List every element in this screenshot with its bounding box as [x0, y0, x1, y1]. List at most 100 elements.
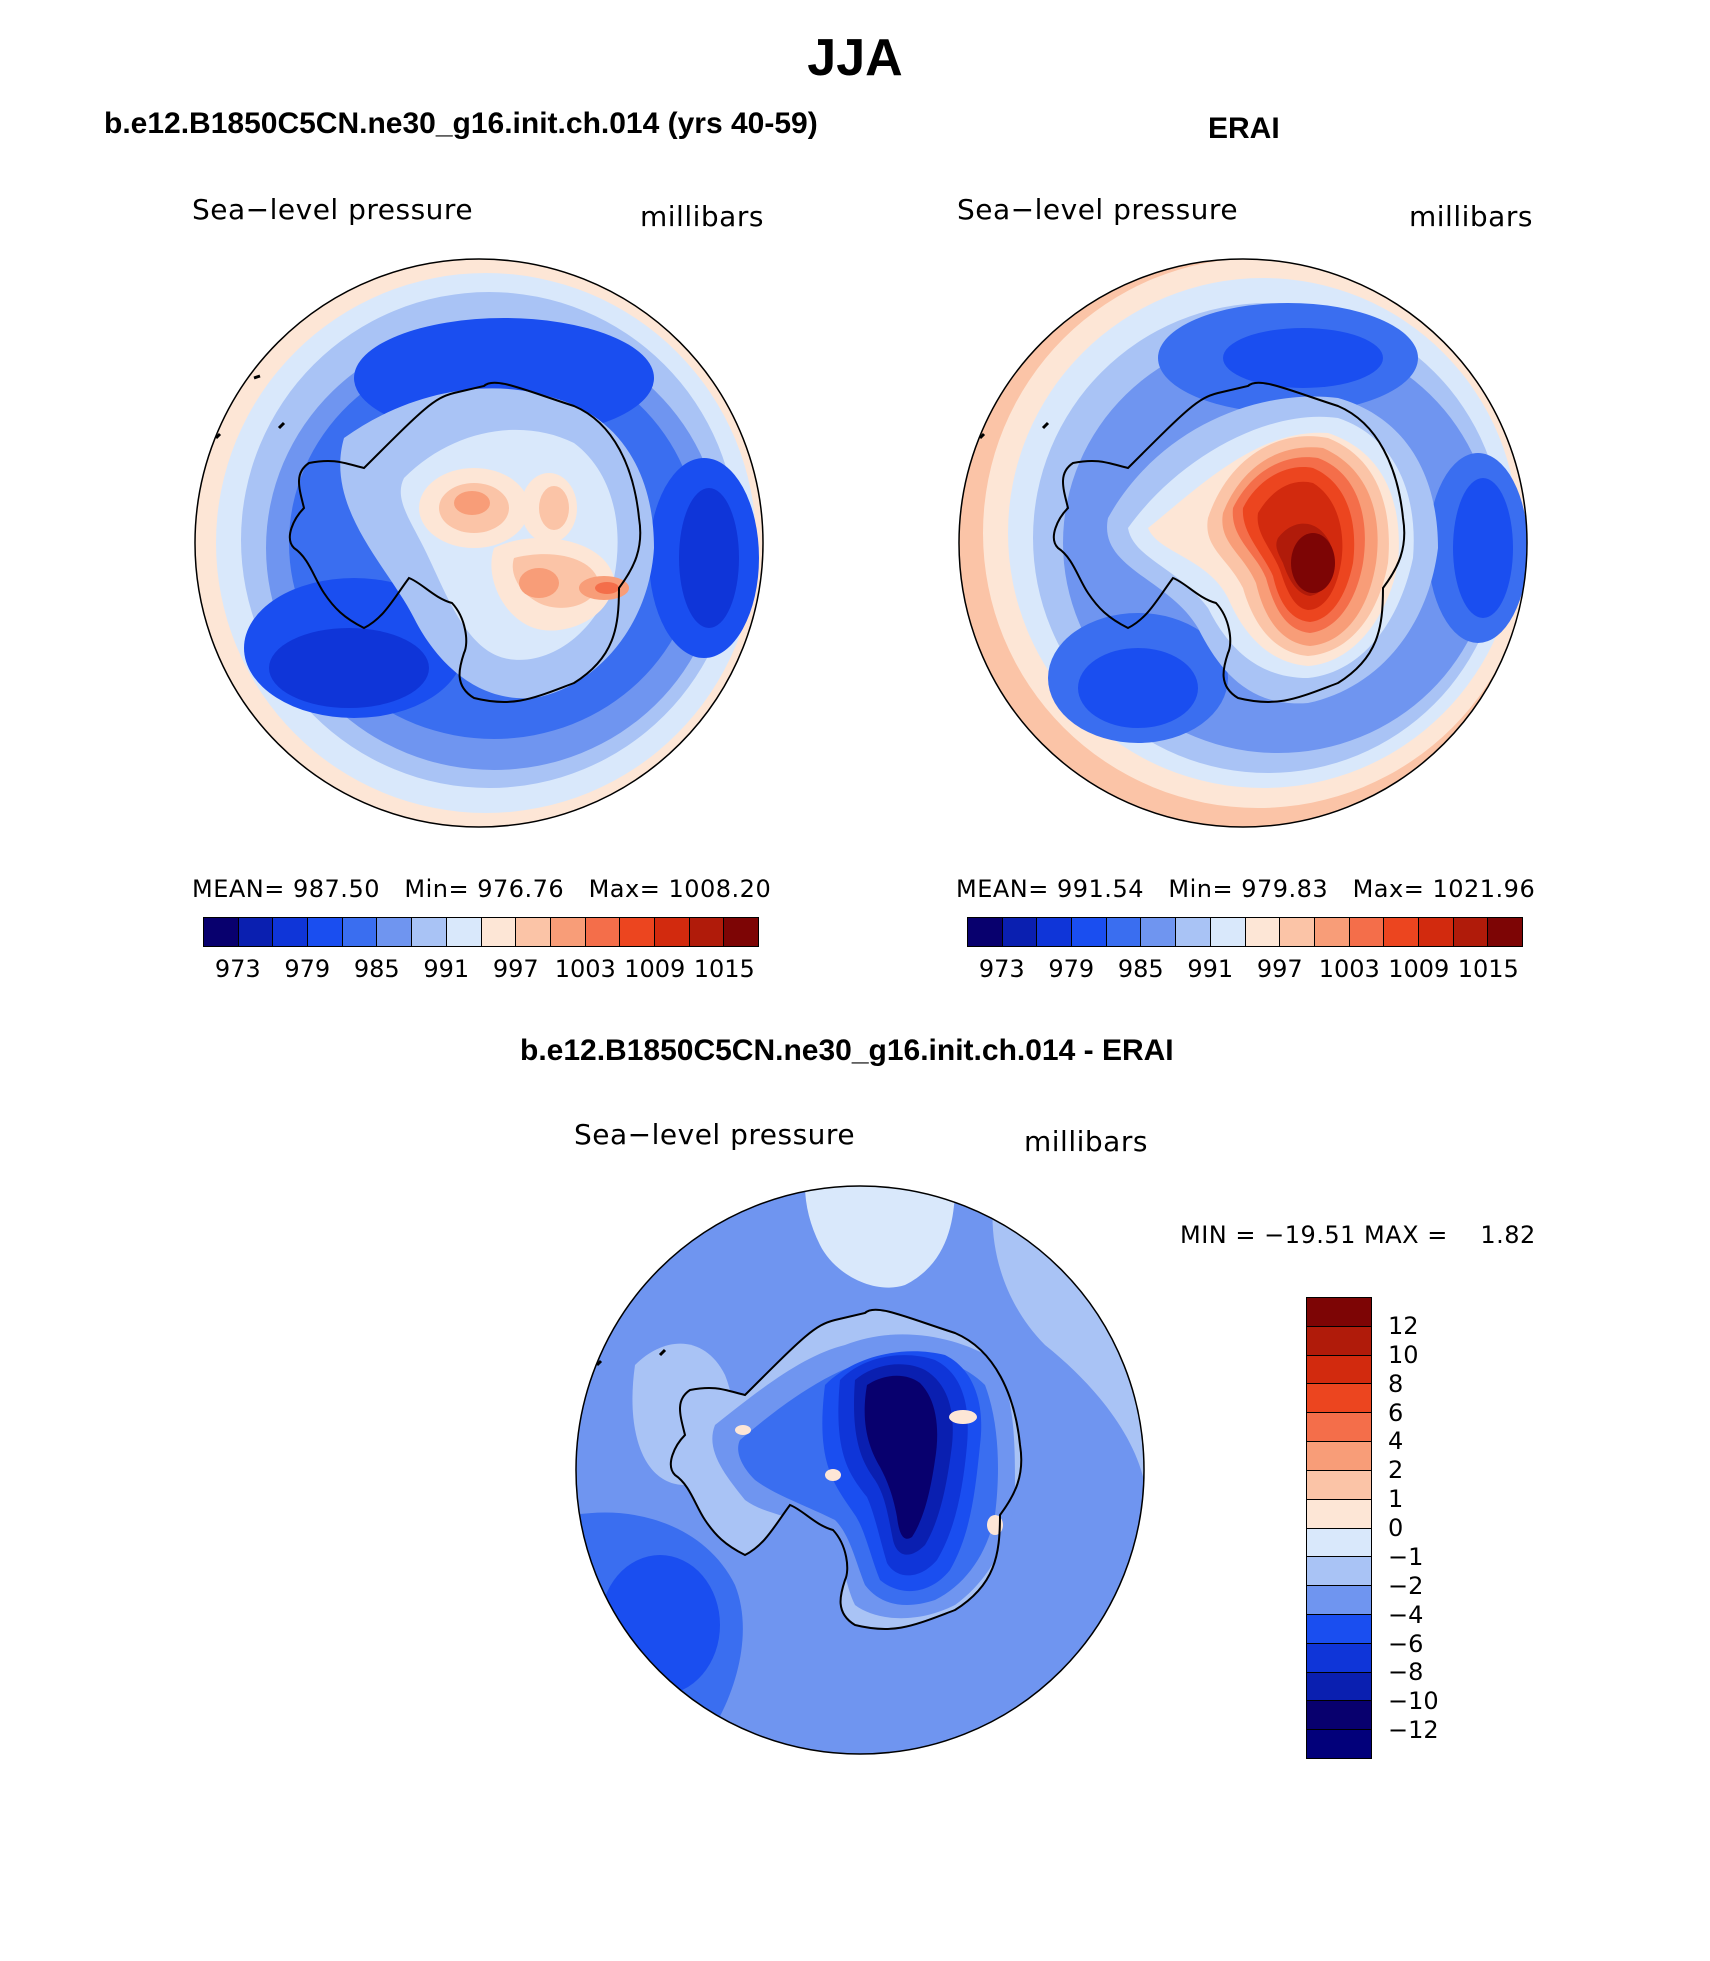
- colorbar-swatch: [1418, 918, 1454, 946]
- colorbar-swatch: [654, 918, 690, 946]
- colorbar-swatch: [724, 918, 758, 946]
- colorbar-tick-label: 0: [1388, 1514, 1404, 1542]
- colorbar-swatch: [585, 918, 621, 946]
- colorbar-swatch: [1307, 1614, 1371, 1644]
- colorbar-swatch: [412, 918, 447, 946]
- diff-panel-title: b.e12.B1850C5CN.ne30_g16.init.ch.014 - E…: [520, 1034, 1174, 1067]
- colorbar-swatch: [1307, 1557, 1371, 1587]
- colorbar-swatch: [1453, 918, 1489, 946]
- colorbar-swatch: [1307, 1672, 1371, 1702]
- panel2-mean-value: 991.54: [1057, 875, 1144, 903]
- colorbar-swatch: [1245, 918, 1281, 946]
- colorbar-swatch: [1037, 918, 1073, 946]
- colorbar-swatch: [1307, 1384, 1371, 1414]
- colorbar-swatch: [204, 918, 239, 946]
- colorbar-tick-label: 997: [492, 955, 539, 983]
- panel2-stats: MEAN= 991.54 Min= 979.83 Max= 1021.96: [956, 874, 1535, 904]
- panel1-min-label: Min=: [404, 875, 470, 903]
- panel1-min-value: 976.76: [477, 875, 565, 903]
- colorbar-tick-label: 1009: [624, 955, 686, 983]
- colorbar-swatch: [1307, 1298, 1371, 1327]
- colorbar-swatch: [1307, 1730, 1371, 1758]
- colorbar-tick-label: 12: [1388, 1311, 1419, 1340]
- colorbar-swatch: [308, 918, 343, 946]
- colorbar-swatch: [516, 918, 551, 946]
- colorbar-tick-label: 997: [1256, 955, 1303, 983]
- colorbar-tick-label: 1015: [1457, 955, 1519, 983]
- panel2-title: ERAI: [1208, 112, 1280, 145]
- colorbar-tick-label: 985: [353, 955, 400, 983]
- panel1-colorbar: [203, 917, 759, 947]
- panel1-polar-map: [194, 258, 764, 828]
- panel2-mean-label: MEAN=: [956, 875, 1049, 903]
- colorbar-tick-label: 1009: [1388, 955, 1450, 983]
- colorbar-swatch: [1307, 1326, 1371, 1356]
- colorbar-tick-label: 4: [1388, 1427, 1404, 1456]
- panel1-mean-value: 987.50: [293, 875, 380, 903]
- diff-colorbar-labels: 12 10 8 6 4 2 1 0 −1 −2 −4 −6 −8 −10 −12: [1388, 1297, 1508, 1759]
- colorbar-swatch: [1307, 1470, 1371, 1500]
- colorbar-swatch: [1307, 1355, 1371, 1385]
- colorbar-tick-label: −8: [1388, 1658, 1424, 1687]
- colorbar-swatch: [1307, 1413, 1371, 1443]
- colorbar-tick-label: 991: [423, 955, 470, 983]
- colorbar-swatch: [1280, 918, 1315, 946]
- diff-polar-map: [575, 1185, 1145, 1755]
- colorbar-swatch: [1314, 918, 1350, 946]
- colorbar-swatch: [1384, 918, 1419, 946]
- panel1-units-label: millibars: [640, 200, 764, 233]
- figure-title: JJA: [807, 29, 903, 87]
- colorbar-swatch: [1307, 1499, 1371, 1529]
- colorbar-tick-label: −2: [1388, 1571, 1424, 1600]
- colorbar-swatch: [1307, 1442, 1371, 1471]
- colorbar-swatch: [446, 918, 482, 946]
- colorbar-swatch: [1488, 918, 1522, 946]
- colorbar-tick-label: 2: [1388, 1456, 1404, 1485]
- colorbar-swatch: [342, 918, 378, 946]
- colorbar-tick-label: 10: [1388, 1340, 1419, 1369]
- colorbar-tick-label: 991: [1187, 955, 1234, 983]
- colorbar-swatch: [1176, 918, 1211, 946]
- diff-minmax: MIN = −19.51 MAX = 1.82: [1180, 1221, 1536, 1249]
- panel2-variable-label: Sea−level pressure: [957, 193, 1239, 226]
- panel2-colorbar-labels: 973 979 985 991 997 1003 1009 1015: [967, 955, 1523, 985]
- panel2-colorbar: [967, 917, 1523, 947]
- panel2-polar-map: [958, 258, 1528, 828]
- panel2-min-value: 979.83: [1241, 875, 1329, 903]
- colorbar-swatch: [689, 918, 725, 946]
- panel2-min-label: Min=: [1168, 875, 1234, 903]
- colorbar-tick-label: 1: [1388, 1485, 1404, 1514]
- panel1-title: b.e12.B1850C5CN.ne30_g16.init.ch.014 (yr…: [104, 107, 818, 140]
- colorbar-swatch: [1307, 1586, 1371, 1615]
- panel1-stats: MEAN= 987.50 Min= 976.76 Max= 1008.20: [192, 874, 771, 904]
- colorbar-swatch: [620, 918, 655, 946]
- colorbar-swatch: [1349, 918, 1385, 946]
- panel1-mean-label: MEAN=: [192, 875, 285, 903]
- colorbar-swatch: [1072, 918, 1107, 946]
- colorbar-tick-label: 1003: [554, 955, 616, 983]
- colorbar-tick-label: 1003: [1318, 955, 1380, 983]
- panel1-max-value: 1008.20: [668, 875, 772, 903]
- colorbar-tick-label: 6: [1388, 1398, 1404, 1427]
- colorbar-swatch: [1210, 918, 1246, 946]
- colorbar-tick-label: 985: [1117, 955, 1164, 983]
- colorbar-swatch: [377, 918, 413, 946]
- panel2-max-label: Max=: [1352, 875, 1425, 903]
- colorbar-swatch: [550, 918, 586, 946]
- panel2-units-label: millibars: [1409, 200, 1533, 233]
- colorbar-swatch: [1307, 1528, 1371, 1558]
- colorbar-swatch: [1106, 918, 1142, 946]
- colorbar-swatch: [238, 918, 274, 946]
- colorbar-swatch: [1307, 1701, 1371, 1731]
- colorbar-swatch: [273, 918, 309, 946]
- colorbar-tick-label: 973: [978, 955, 1025, 983]
- diff-colorbar: [1306, 1297, 1372, 1759]
- colorbar-tick-label: 1015: [693, 955, 755, 983]
- colorbar-swatch: [1141, 918, 1177, 946]
- colorbar-tick-label: −6: [1388, 1629, 1424, 1658]
- colorbar-tick-label: 973: [214, 955, 261, 983]
- diff-variable-label: Sea−level pressure: [574, 1118, 856, 1151]
- colorbar-swatch: [968, 918, 1003, 946]
- colorbar-tick-label: −12: [1388, 1716, 1439, 1745]
- panel2-max-value: 1021.96: [1432, 875, 1536, 903]
